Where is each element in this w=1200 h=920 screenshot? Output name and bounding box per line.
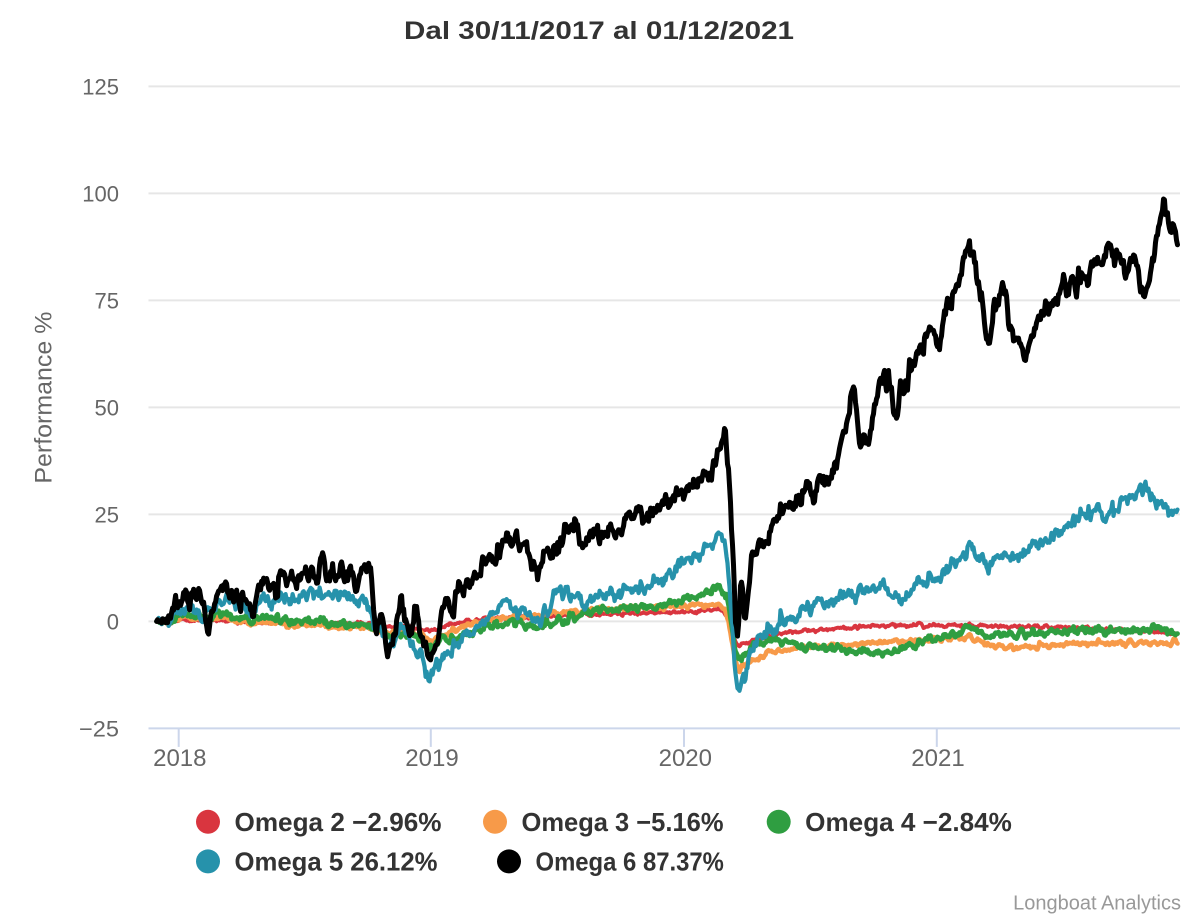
svg-text:2020: 2020 <box>659 745 712 772</box>
svg-text:2019: 2019 <box>405 745 458 772</box>
svg-text:Performance %: Performance % <box>31 312 58 484</box>
svg-text:Omega 6 87.37%: Omega 6 87.37% <box>536 847 724 877</box>
svg-text:Dal 30/11/2017 al 01/12/2021: Dal 30/11/2017 al 01/12/2021 <box>404 17 794 45</box>
svg-text:50: 50 <box>95 395 119 420</box>
svg-text:Omega 2 −2.96%: Omega 2 −2.96% <box>235 807 442 837</box>
svg-text:75: 75 <box>95 288 119 313</box>
svg-text:2021: 2021 <box>911 745 964 772</box>
svg-text:25: 25 <box>95 502 119 527</box>
svg-text:−25: −25 <box>79 716 119 741</box>
svg-text:100: 100 <box>82 181 119 206</box>
svg-text:Longboat Analytics: Longboat Analytics <box>1013 893 1181 915</box>
svg-text:Omega 4 −2.84%: Omega 4 −2.84% <box>805 807 1012 837</box>
svg-text:125: 125 <box>82 74 119 99</box>
svg-text:Omega 5 26.12%: Omega 5 26.12% <box>235 847 438 877</box>
svg-text:2018: 2018 <box>153 745 206 772</box>
svg-text:0: 0 <box>107 609 119 634</box>
svg-text:Omega 3 −5.16%: Omega 3 −5.16% <box>522 807 724 837</box>
